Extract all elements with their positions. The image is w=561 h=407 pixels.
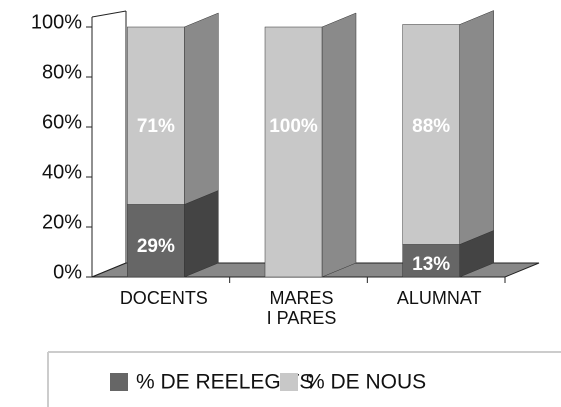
axis-line: [91, 10, 127, 18]
bar-side: [459, 10, 494, 245]
value-label: 71%: [137, 116, 175, 137]
value-label: 29%: [137, 236, 175, 257]
y-tick-label: 60%: [42, 111, 82, 133]
bar: [127, 204, 185, 278]
bar: [264, 26, 323, 278]
value-label: 88%: [412, 116, 450, 137]
y-tick-label: 80%: [42, 61, 82, 83]
bar-side: [184, 12, 219, 205]
y-tick-label: 0%: [53, 261, 82, 283]
value-label: 13%: [412, 254, 450, 275]
legend-swatch: [280, 373, 298, 391]
bar: [127, 26, 185, 205]
x-tick-label: ALUMNAT: [397, 288, 482, 308]
y-tick-label: 40%: [42, 161, 82, 183]
legend-label: % DE NOUS: [306, 371, 426, 394]
bar: [402, 244, 460, 278]
y-tick-label: 100%: [31, 11, 82, 33]
bar-side: [184, 190, 219, 278]
bar: [402, 24, 460, 245]
y-tick-label: 20%: [42, 211, 82, 233]
bar-side: [321, 12, 357, 278]
legend-swatch: [110, 373, 128, 391]
value-label: 100%: [269, 116, 318, 137]
x-tick-label: DOCENTS: [120, 288, 208, 308]
x-tick-label: MARES I PARES: [267, 288, 337, 328]
legend-label: % DE REELEGITS: [136, 371, 313, 394]
